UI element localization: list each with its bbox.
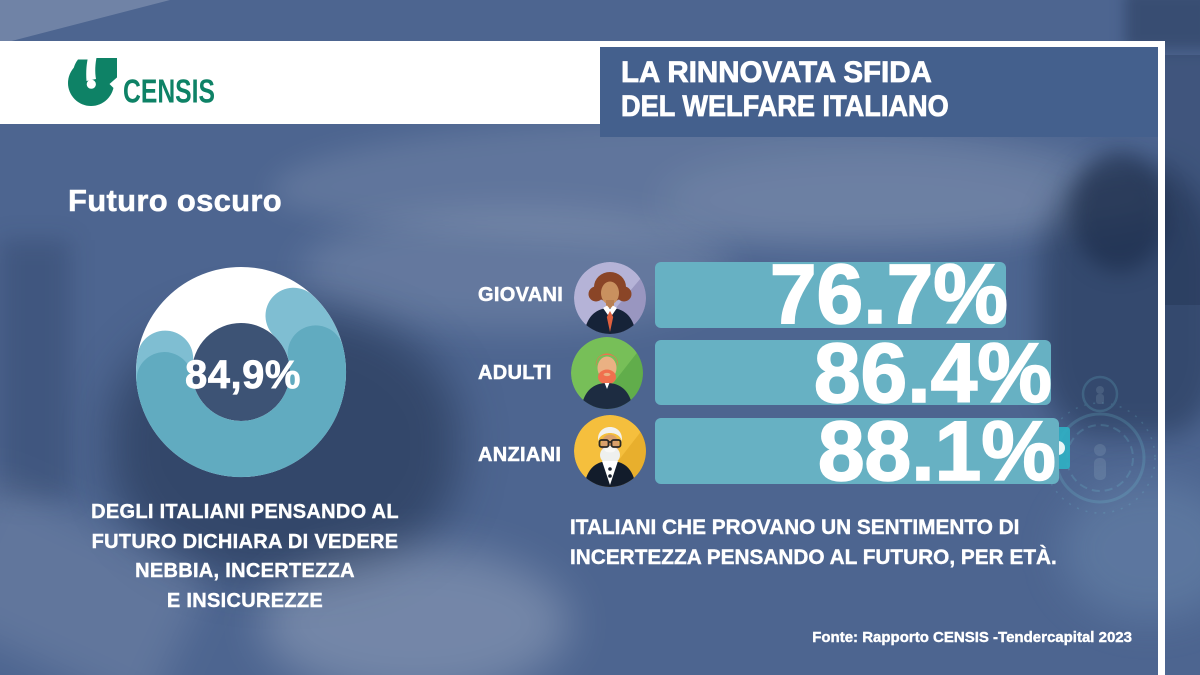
svg-text:CENSIS: CENSIS <box>123 73 215 108</box>
